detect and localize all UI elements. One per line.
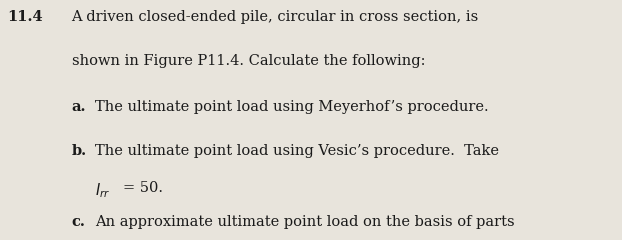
Text: b.: b. <box>72 144 86 158</box>
Text: 11.4: 11.4 <box>7 10 43 24</box>
Text: The ultimate point load using Vesic’s procedure.  Take: The ultimate point load using Vesic’s pr… <box>95 144 499 158</box>
Text: c.: c. <box>72 215 85 229</box>
Text: A driven closed-ended pile, circular in cross section, is: A driven closed-ended pile, circular in … <box>72 10 479 24</box>
Text: An approximate ultimate point load on the basis of parts: An approximate ultimate point load on th… <box>95 215 515 229</box>
Text: $I_{rr}$: $I_{rr}$ <box>95 181 111 200</box>
Text: a.: a. <box>72 100 86 114</box>
Text: = 50.: = 50. <box>123 181 162 195</box>
Text: The ultimate point load using Meyerhof’s procedure.: The ultimate point load using Meyerhof’s… <box>95 100 489 114</box>
Text: shown in Figure P11.4. Calculate the following:: shown in Figure P11.4. Calculate the fol… <box>72 54 425 68</box>
